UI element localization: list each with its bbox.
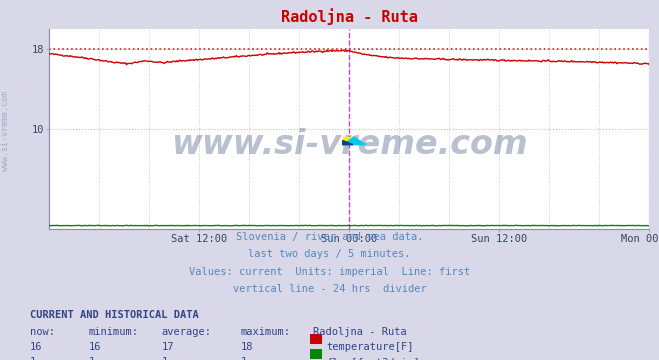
Text: average:: average:: [161, 327, 212, 337]
Title: Radoljna - Ruta: Radoljna - Ruta: [281, 8, 418, 25]
Text: 17: 17: [161, 342, 174, 352]
Polygon shape: [343, 140, 353, 145]
Polygon shape: [343, 137, 354, 145]
Text: Slovenia / river and sea data.: Slovenia / river and sea data.: [236, 232, 423, 242]
Text: Values: current  Units: imperial  Line: first: Values: current Units: imperial Line: fi…: [189, 267, 470, 277]
Polygon shape: [343, 137, 366, 145]
Text: 1: 1: [161, 357, 167, 360]
Text: 16: 16: [89, 342, 101, 352]
Text: flow[foot3/min]: flow[foot3/min]: [326, 357, 420, 360]
Text: Radoljna - Ruta: Radoljna - Ruta: [313, 327, 407, 337]
Text: www.si-vreme.com: www.si-vreme.com: [1, 91, 10, 171]
Text: 1: 1: [89, 357, 95, 360]
Text: maximum:: maximum:: [241, 327, 291, 337]
Text: now:: now:: [30, 327, 55, 337]
Text: 1: 1: [241, 357, 246, 360]
Text: last two days / 5 minutes.: last two days / 5 minutes.: [248, 249, 411, 260]
Text: CURRENT AND HISTORICAL DATA: CURRENT AND HISTORICAL DATA: [30, 310, 198, 320]
Text: 1: 1: [30, 357, 36, 360]
Text: temperature[F]: temperature[F]: [326, 342, 414, 352]
Text: 16: 16: [30, 342, 42, 352]
Text: 18: 18: [241, 342, 253, 352]
Text: www.si-vreme.com: www.si-vreme.com: [171, 128, 528, 161]
Text: minimum:: minimum:: [89, 327, 139, 337]
Text: vertical line - 24 hrs  divider: vertical line - 24 hrs divider: [233, 284, 426, 294]
